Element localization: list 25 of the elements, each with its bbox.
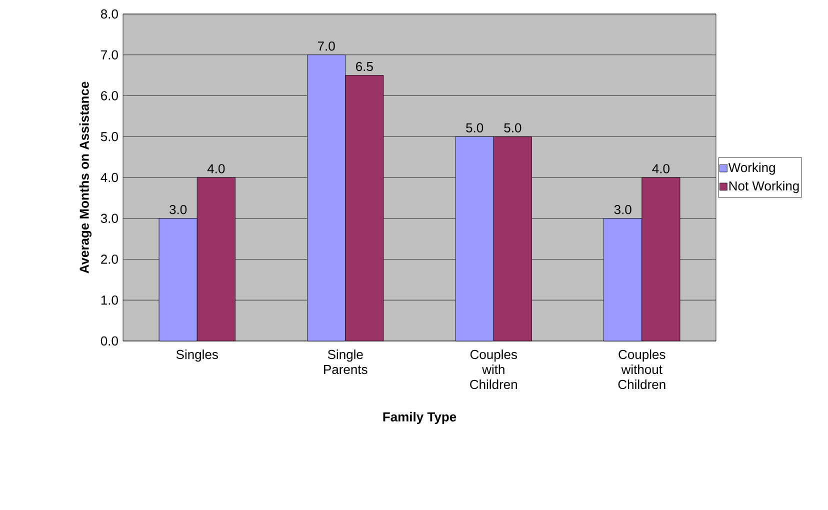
y-tick-label: 0.0 [100, 336, 118, 346]
x-tick-label: Single Parents [324, 350, 368, 374]
y-tick-label: 8.0 [100, 9, 118, 19]
data-label: 5.0 [504, 123, 522, 132]
y-tick-label: 1.0 [101, 296, 118, 305]
data-label: 3.0 [614, 204, 632, 214]
data-label: 6.5 [356, 62, 373, 72]
legend-label: Working [728, 162, 775, 175]
y-tick-label: 5.0 [100, 132, 118, 142]
x-tick-label: Couples without Children [618, 350, 666, 390]
x-tick-label: Couples with Children [470, 350, 517, 390]
y-tick-label: 7.0 [101, 50, 118, 60]
data-label: 4.0 [652, 164, 670, 174]
y-axis-title: Average Months on Assistance [79, 82, 92, 274]
data-label: 5.0 [466, 123, 484, 132]
y-tick-label: 3.0 [100, 214, 118, 223]
y-tick-label: 4.0 [100, 172, 118, 182]
data-label: 7.0 [318, 41, 335, 51]
data-label: 3.0 [170, 204, 187, 214]
y-tick-label: 2.0 [101, 254, 118, 264]
x-tick-label: Singles [176, 350, 218, 362]
y-tick-label: 6.0 [101, 91, 118, 100]
data-label: 4.0 [207, 164, 225, 174]
legend-label: Not Working [729, 180, 799, 194]
x-axis-title: Family Type [383, 412, 456, 424]
